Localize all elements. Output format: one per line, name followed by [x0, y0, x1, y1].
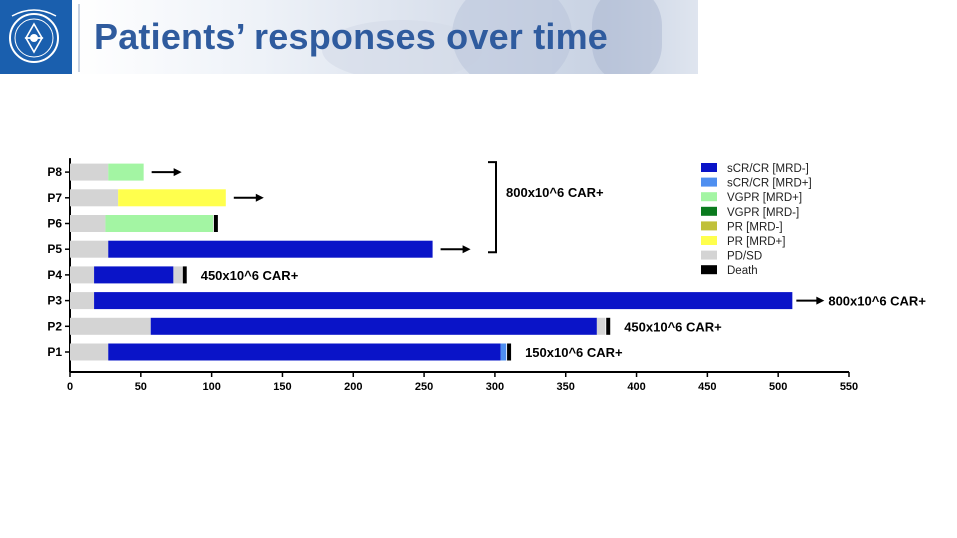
page-title: Patients’ responses over time: [94, 16, 609, 57]
patient-label: P2: [47, 319, 62, 333]
bar-segment: [70, 240, 109, 258]
bar-segment: [108, 163, 144, 181]
bar-segment: [108, 343, 501, 361]
ongoing-arrow-head: [462, 245, 471, 254]
bar-segment: [70, 189, 119, 207]
ongoing-arrow-head: [816, 296, 825, 305]
x-tick-label: 450: [698, 381, 716, 393]
bar-segment: [70, 266, 95, 284]
bar-segment: [118, 189, 226, 207]
death-marker: [507, 343, 512, 361]
legend-label: PR [MRD+]: [727, 236, 785, 248]
x-tick-label: 300: [486, 381, 504, 393]
x-tick-label: 200: [344, 381, 362, 393]
legend-label: sCR/CR [MRD+]: [727, 178, 812, 190]
ongoing-arrow-head: [173, 168, 182, 177]
bar-segment: [500, 343, 507, 361]
bar-segment: [94, 266, 174, 284]
legend-swatch: [701, 177, 717, 187]
legend-swatch: [701, 163, 717, 172]
x-tick-label: 150: [273, 381, 291, 393]
patient-label: P4: [47, 268, 62, 282]
patient-label: P5: [47, 242, 62, 256]
bar-segment: [70, 292, 95, 310]
dose-label: 450x10^6 CAR+: [624, 319, 722, 334]
patient-label: P3: [47, 294, 62, 308]
legend-swatch: [701, 250, 717, 260]
legend-label: sCR/CR [MRD-]: [727, 163, 809, 175]
bar-segment: [150, 317, 597, 335]
dose-label: 800x10^6 CAR+: [828, 294, 926, 309]
bar-segment: [596, 317, 606, 335]
title-divider: [78, 4, 80, 72]
x-tick-label: 500: [769, 381, 787, 393]
death-marker: [213, 215, 218, 232]
group-dose-label: 800x10^6 CAR+: [506, 185, 604, 200]
death-marker: [182, 266, 187, 284]
legend-label: VGPR [MRD-]: [727, 207, 799, 219]
legend-swatch: [701, 236, 717, 245]
header-banner: [72, 0, 698, 74]
bar-segment: [105, 215, 214, 232]
bar-segment: [70, 215, 106, 232]
bar-segment: [70, 317, 151, 335]
swimmer-chart: 0 50 100 150 200 250 300 350 400 450 500 550 P1 150x1…: [47, 158, 926, 393]
dose-label: 450x10^6 CAR+: [201, 268, 299, 283]
bar-segment: [173, 266, 182, 284]
hospital-logo: [0, 0, 72, 74]
x-tick-label: 0: [67, 381, 73, 393]
legend-label: PD/SD: [727, 251, 762, 263]
ongoing-arrow-head: [255, 193, 264, 202]
x-tick-label: 350: [557, 381, 575, 393]
dose-label: 150x10^6 CAR+: [525, 345, 623, 360]
patient-label: P6: [47, 217, 62, 231]
death-marker: [606, 317, 611, 335]
bar-segment: [94, 292, 793, 310]
legend-swatch: [701, 206, 717, 216]
group-bracket: [488, 161, 497, 254]
x-tick-label: 250: [415, 381, 433, 393]
bar-segment: [70, 163, 109, 181]
legend-swatch: [701, 221, 717, 231]
bar-segment: [108, 240, 433, 258]
x-tick-label: 400: [627, 381, 645, 393]
patient-label: P8: [47, 165, 62, 179]
x-tick-label: 50: [135, 381, 147, 393]
patient-label: P1: [47, 345, 62, 359]
legend-label: PR [MRD-]: [727, 221, 783, 233]
banner-decoration: [452, 0, 572, 74]
hospital-emblem-icon: [9, 9, 59, 63]
legend-swatch: [701, 192, 717, 202]
patient-label: P7: [47, 191, 62, 205]
bar-segment: [70, 343, 109, 361]
legend-label: VGPR [MRD+]: [727, 192, 802, 204]
banner-decoration: [592, 0, 662, 74]
x-tick-label: 100: [202, 381, 220, 393]
legend-label: Death: [727, 265, 758, 277]
x-tick-label: 550: [840, 381, 858, 393]
legend-swatch: [701, 265, 717, 275]
